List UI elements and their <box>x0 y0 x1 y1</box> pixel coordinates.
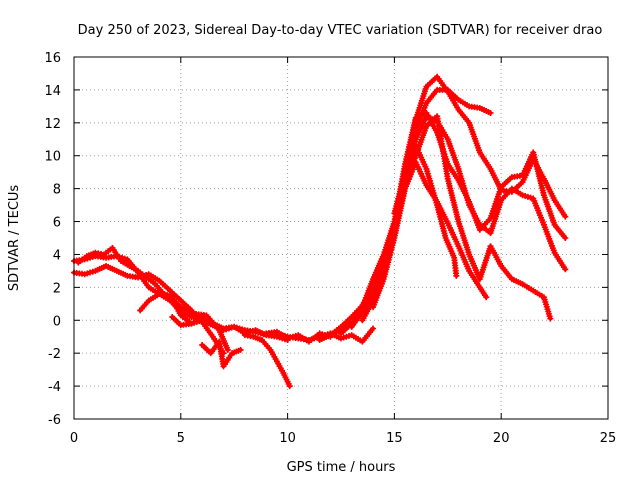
x-tick-label: 0 <box>70 431 78 446</box>
y-tick-label: 14 <box>44 84 61 99</box>
series-markers <box>370 159 490 311</box>
grid-lines <box>74 57 608 419</box>
y-tick-label: 8 <box>53 183 61 198</box>
y-tick-label: 4 <box>53 248 61 263</box>
axis-ticks: 0 5 10 15 20 25 -6 -4 -2 0 2 4 6 8 10 12 14 16 <box>44 51 616 446</box>
x-axis-label: GPS time / hours <box>287 460 396 475</box>
data-series <box>71 73 569 390</box>
x-tick-label: 20 <box>493 431 510 446</box>
y-axis-label: SDTVAR / TECUs <box>7 185 22 292</box>
series-markers <box>391 142 460 279</box>
y-tick-label: 10 <box>44 150 61 165</box>
y-tick-label: 6 <box>53 216 61 231</box>
chart-title: Day 250 of 2023, Sidereal Day-to-day VTE… <box>78 23 603 38</box>
x-tick-label: 10 <box>279 431 296 446</box>
series-sat-g <box>241 332 293 390</box>
y-tick-label: -2 <box>48 347 61 362</box>
series-markers <box>199 338 244 370</box>
x-tick-label: 25 <box>600 431 617 446</box>
x-tick-label: 5 <box>177 431 185 446</box>
y-tick-label: 0 <box>53 314 61 329</box>
series-sat-n <box>391 142 460 279</box>
y-tick-label: -4 <box>48 380 61 395</box>
series-sat-f <box>199 338 244 370</box>
y-tick-label: 16 <box>44 51 61 66</box>
series-markers <box>241 332 293 390</box>
y-tick-label: -6 <box>48 413 61 428</box>
y-tick-label: 2 <box>53 281 61 296</box>
y-tick-label: 12 <box>44 117 61 132</box>
x-tick-label: 15 <box>386 431 403 446</box>
plot-frame <box>73 56 609 420</box>
